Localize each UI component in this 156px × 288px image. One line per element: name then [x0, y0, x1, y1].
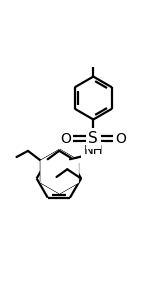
Text: O: O [115, 132, 126, 146]
Text: O: O [60, 132, 71, 146]
Text: O: O [60, 132, 71, 146]
Text: S: S [88, 131, 98, 146]
Text: S: S [88, 131, 98, 146]
Text: NH: NH [83, 144, 103, 158]
Text: NH: NH [83, 144, 103, 158]
Text: O: O [115, 132, 126, 146]
Polygon shape [41, 150, 78, 193]
